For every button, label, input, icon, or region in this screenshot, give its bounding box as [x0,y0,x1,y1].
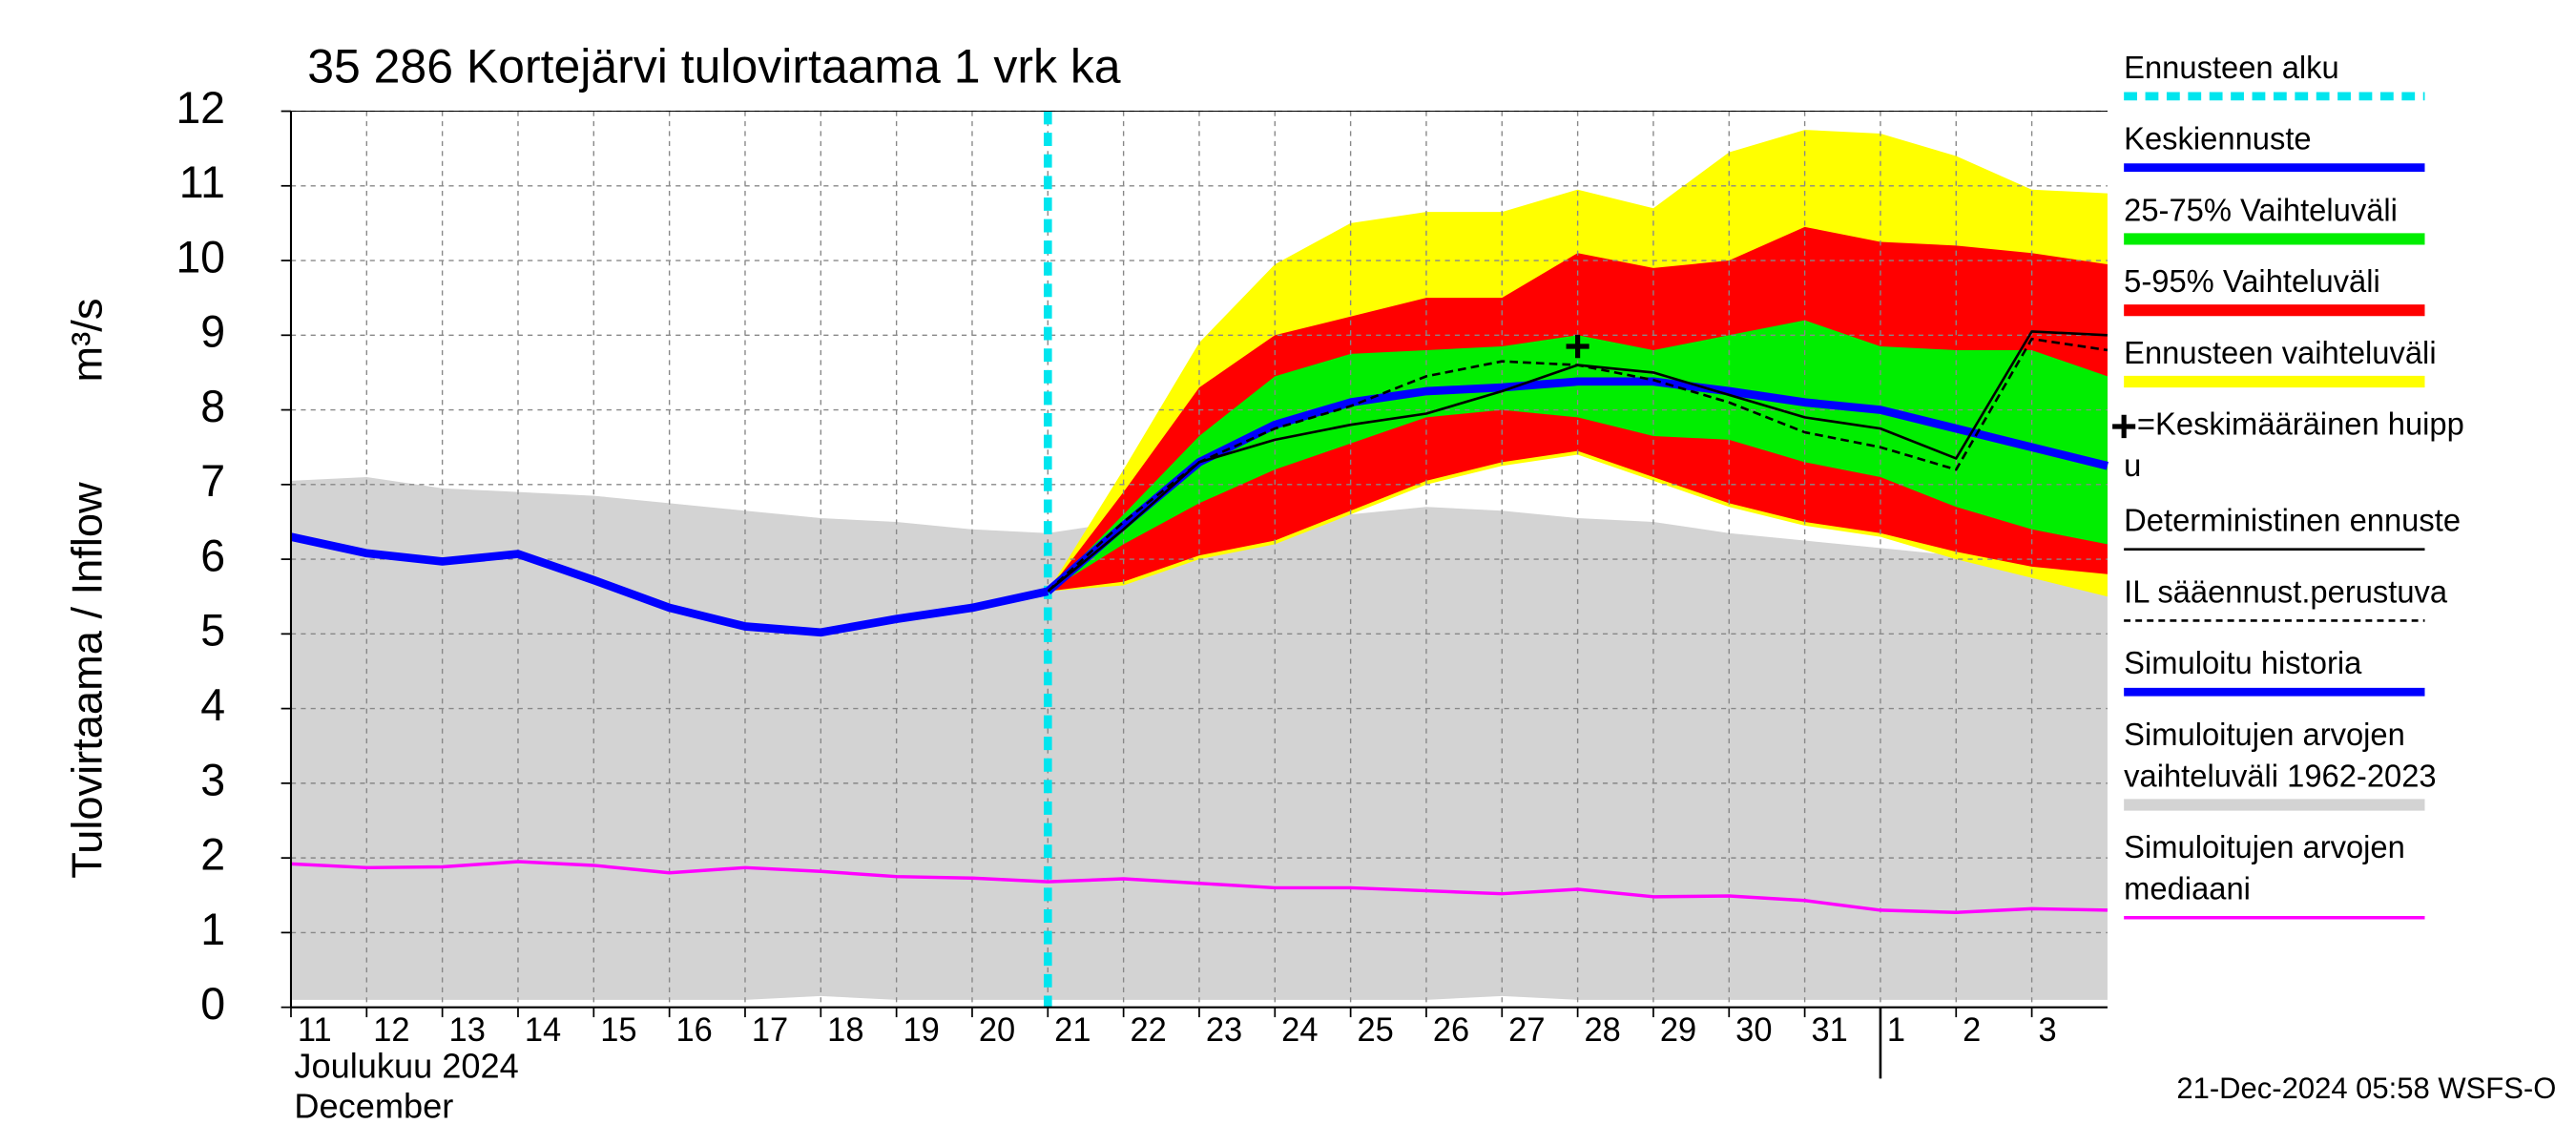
grid [290,110,2108,1009]
legend-label: Simuloitujen arvojen [2124,829,2405,864]
legend-label: 25-75% Vaihteluväli [2124,192,2398,227]
x-tick-label: 27 [1508,1012,1545,1049]
x-tick-label: 14 [525,1012,561,1049]
x-tick-label: 22 [1131,1012,1167,1049]
y-tick-label: 7 [200,456,225,506]
x-tick-label: 25 [1358,1012,1394,1049]
legend: Ennusteen alku Keskiennuste 25-75% Vaihtel… [2112,50,2464,920]
x-tick-label: 13 [449,1012,486,1049]
y-tick-label: 6 [200,531,225,580]
legend-label: mediaani [2124,871,2251,906]
peak-marker [1566,334,1589,359]
y-axis-label: Tulovirtaama / Inflow [63,482,112,879]
legend-label: Keskiennuste [2124,120,2311,156]
legend-label: =Keskimääräinen huipp [2137,406,2464,442]
x-tick-label: 23 [1206,1012,1242,1049]
x-tick-label: 21 [1054,1012,1091,1049]
x-axis-month-en: December [294,1086,453,1125]
legend-label: vaihteluväli 1962-2023 [2124,758,2436,793]
line [290,532,1049,637]
legend-label: u [2124,448,2141,483]
legend-marker [2112,414,2136,439]
x-tick-label: 20 [979,1012,1015,1049]
legend-label: 5-95% Vaihteluväli [2124,263,2380,299]
y-tick-label: 9 [200,307,225,357]
x-tick-label: 12 [373,1012,409,1049]
legend-label: Simuloitu historia [2124,645,2362,680]
x-tick-label: 29 [1660,1012,1696,1049]
x-axis-month: Joulukuu 2024 [294,1047,518,1086]
y-tick-label: 3 [200,755,225,804]
x-tick-label: 1 [1887,1012,1905,1049]
y-tick-label: 4 [200,680,225,730]
legend-label: Ennusteen alku [2124,50,2339,85]
band [1048,320,2108,592]
x-tick-label: 3 [2038,1012,2056,1049]
lines [290,111,2109,1008]
y-tick-label: 2 [200,829,225,879]
line [1047,337,2109,593]
y-tick-label: 8 [200,382,225,431]
y-tick-label: 0 [200,979,225,1029]
x-tick-label: 24 [1281,1012,1318,1049]
x-tick-label: 31 [1812,1012,1848,1049]
footer: 21-Dec-2024 05:58 WSFS-O [2176,1072,2556,1105]
x-tick-label: 28 [1585,1012,1621,1049]
x-tick-label: 18 [827,1012,863,1049]
x-tick-label: 26 [1433,1012,1469,1049]
legend-label: Ennusteen vaihteluväli [2124,335,2436,370]
x-tick-label: 2 [1963,1012,1981,1049]
x-tick-label: 17 [752,1012,788,1049]
chart-title: 35 286 Kortejärvi tulovirtaama 1 vrk ka [307,39,1120,93]
x-tick-label: 30 [1735,1012,1772,1049]
y-axis-unit: m³/s [63,299,112,383]
y-tick-label: 11 [179,157,225,207]
y-tick-label: 10 [176,232,225,281]
legend-label: IL sääennust.perustuva [2124,573,2448,609]
y-tick-label: 12 [176,83,225,133]
legend-label: Deterministinen ennuste [2124,502,2461,537]
legend-label: Simuloitujen arvojen [2124,717,2405,752]
line [290,860,2108,914]
x-tick-label: 19 [904,1012,940,1049]
x-tick-label: 11 [298,1012,332,1049]
x-tick-label: 16 [676,1012,713,1049]
x-tick-label: 15 [600,1012,636,1049]
y-tick-label: 1 [200,905,225,954]
y-tick-label: 5 [200,606,225,656]
